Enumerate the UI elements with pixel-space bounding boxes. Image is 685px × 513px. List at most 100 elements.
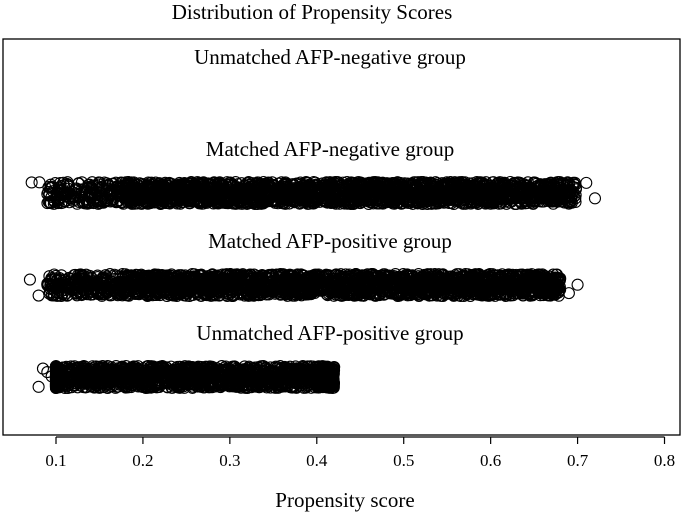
- data-point: [278, 183, 291, 196]
- data-point: [302, 195, 315, 208]
- data-point: [520, 194, 533, 207]
- data-point: [169, 180, 182, 193]
- data-point: [464, 192, 477, 205]
- data-point: [202, 193, 215, 206]
- data-point: [112, 188, 125, 201]
- data-point: [371, 187, 384, 201]
- data-point: [376, 176, 389, 189]
- data-point: [353, 190, 367, 203]
- data-point: [23, 273, 36, 286]
- data-point: [32, 289, 45, 302]
- data-point: [519, 179, 533, 192]
- data-point: [258, 196, 271, 209]
- data-point: [448, 177, 461, 190]
- data-point: [107, 192, 120, 205]
- data-point: [275, 190, 289, 203]
- data-point: [177, 177, 190, 190]
- data-point: [69, 193, 82, 206]
- data-point: [544, 188, 557, 201]
- data-point: [480, 196, 494, 209]
- data-point: [46, 185, 59, 198]
- data-point: [321, 196, 334, 209]
- data-point: [390, 176, 404, 189]
- data-point: [396, 197, 409, 210]
- data-point: [25, 176, 38, 189]
- data-point: [417, 193, 430, 206]
- data-point: [196, 180, 209, 194]
- x-axis: 0.1 0.2 0.3 0.4 0.5 0.6 0.7 0.8: [45, 436, 675, 470]
- x-tick-label: 0.6: [480, 451, 501, 470]
- data-point: [325, 192, 338, 205]
- data-point: [443, 183, 456, 196]
- data-point: [493, 187, 506, 200]
- data-point: [349, 189, 362, 202]
- data-point: [388, 193, 401, 206]
- data-point: [567, 180, 580, 193]
- data-point: [238, 187, 252, 200]
- data-point: [335, 190, 348, 204]
- data-point: [588, 192, 602, 205]
- data-point: [511, 192, 524, 205]
- data-point: [525, 196, 538, 209]
- data-point: [284, 190, 297, 203]
- data-point: [427, 188, 440, 201]
- data-point: [46, 181, 59, 194]
- data-point: [355, 178, 368, 191]
- data-points: [23, 175, 602, 395]
- data-point: [496, 179, 509, 192]
- data-point: [262, 179, 275, 192]
- data-point: [580, 176, 593, 189]
- data-point: [86, 182, 99, 195]
- data-point: [466, 188, 479, 201]
- data-point: [380, 196, 393, 209]
- data-point: [92, 197, 105, 210]
- data-point: [60, 178, 73, 191]
- data-point: [548, 194, 561, 208]
- data-point: [247, 179, 260, 192]
- data-point: [567, 176, 580, 189]
- data-point: [537, 180, 550, 193]
- data-point: [186, 183, 199, 196]
- data-point: [149, 180, 163, 193]
- data-point: [321, 180, 334, 193]
- data-point: [163, 196, 176, 209]
- x-tick-label: 0.3: [219, 451, 240, 470]
- data-point: [554, 177, 567, 190]
- data-point: [203, 188, 216, 201]
- x-tick-label: 0.2: [132, 451, 153, 470]
- data-point: [195, 186, 208, 199]
- data-point: [143, 192, 157, 205]
- data-point: [566, 189, 579, 202]
- data-point: [338, 195, 351, 208]
- data-point: [157, 183, 170, 196]
- data-point: [424, 197, 437, 210]
- data-point: [287, 192, 300, 205]
- data-point: [42, 181, 55, 194]
- data-point: [449, 192, 463, 205]
- data-point: [481, 182, 494, 195]
- data-point: [424, 176, 437, 189]
- data-point: [169, 192, 182, 206]
- data-point: [327, 176, 340, 189]
- data-point: [380, 177, 393, 190]
- data-point: [82, 182, 95, 195]
- data-point: [443, 193, 456, 206]
- data-point: [279, 178, 293, 191]
- x-tick-label: 0.7: [567, 451, 589, 470]
- data-point: [303, 189, 316, 202]
- data-point: [441, 178, 454, 191]
- data-point: [115, 182, 128, 195]
- data-point: [231, 194, 244, 207]
- data-point: [60, 190, 73, 203]
- data-point: [529, 177, 543, 190]
- data-point: [215, 187, 228, 200]
- data-point: [545, 178, 558, 191]
- data-point: [84, 191, 97, 204]
- x-tick-label: 0.1: [45, 451, 66, 470]
- x-tick-label: 0.5: [393, 451, 414, 470]
- data-point: [534, 192, 547, 205]
- data-point: [342, 179, 355, 193]
- data-point: [229, 197, 242, 210]
- x-tick-label: 0.4: [306, 451, 328, 470]
